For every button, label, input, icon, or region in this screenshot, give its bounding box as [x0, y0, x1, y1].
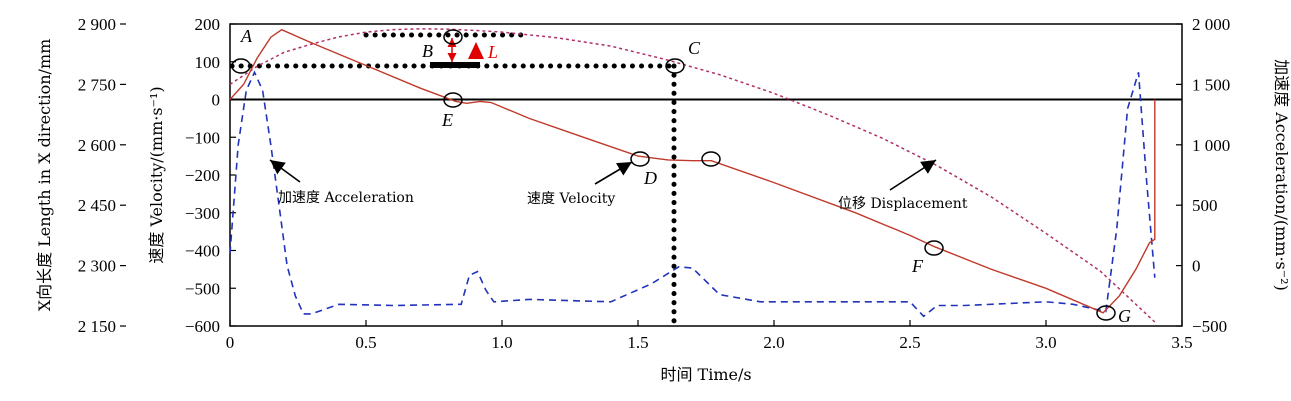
length-tick-label: 2 900: [78, 15, 116, 34]
arrow-velocity: [594, 161, 633, 185]
acceleration-tick-label: 0: [1192, 257, 1201, 276]
acceleration-tick-label: −500: [1192, 317, 1227, 336]
point-label-d: D: [643, 168, 657, 188]
velocity-tick-label: −200: [185, 166, 220, 185]
annotation-displacement: 位移 Displacement: [838, 196, 968, 212]
l-triangle: [468, 42, 484, 59]
acceleration-axis-title: 加速度 Acceleration/(mm·s⁻²): [1272, 59, 1291, 291]
length-tick-label: 2 150: [78, 317, 116, 336]
velocity-tick-label: −100: [185, 128, 220, 147]
point-label-a: A: [240, 26, 253, 46]
x-axis-title: 时间 Time/s: [660, 365, 751, 384]
x-tick-label: 0.5: [355, 333, 376, 352]
point-e-circle: [443, 92, 463, 108]
x-tick-label: 1.0: [491, 333, 512, 352]
point-a-circle: [231, 58, 251, 74]
velocity-tick-label: −600: [185, 317, 220, 336]
length-tick-label: 2 300: [78, 257, 116, 276]
point-d2-circle: [701, 151, 721, 167]
point-label-l: L: [487, 42, 498, 62]
x-tick-label: 1.5: [627, 333, 648, 352]
point-label-f: F: [911, 256, 924, 276]
acceleration-tick-label: 2 000: [1192, 15, 1230, 34]
point-d-circle: [630, 151, 650, 167]
annotation-velocity: 速度 Velocity: [527, 191, 615, 207]
acceleration-tick-label: 1 000: [1192, 136, 1230, 155]
velocity-tick-label: 100: [195, 53, 221, 72]
velocity-axis-ticks: −600 −500 −400 −300 −200 −100 0 100 200: [185, 15, 236, 336]
velocity-tick-label: 0: [212, 91, 221, 110]
acceleration-tick-label: 500: [1192, 196, 1218, 215]
point-f-circle: [924, 240, 944, 256]
point-top-circle: [443, 29, 463, 45]
velocity-tick-label: 200: [195, 15, 221, 34]
velocity-axis-title: 速度 Velocity/(mm·s⁻¹): [147, 86, 166, 263]
acceleration-axis-ticks: −500 0 500 1 000 1 500 2 000: [1176, 15, 1230, 336]
point-label-c: C: [688, 38, 701, 58]
x-tick-label: 0: [226, 333, 235, 352]
arrow-displacement: [889, 159, 937, 191]
x-tick-label: 2.0: [763, 333, 784, 352]
point-label-e: E: [441, 110, 453, 130]
series-velocity-line: [229, 28, 1156, 314]
series-acceleration-line: [229, 70, 1156, 318]
length-tick-label: 2 600: [78, 136, 116, 155]
arrow-acceleration: [269, 159, 301, 183]
series-displacement-line: [229, 28, 1156, 323]
point-label-b: B: [422, 41, 433, 61]
x-tick-label: 3.0: [1035, 333, 1056, 352]
x-tick-label: 3.5: [1171, 333, 1192, 352]
x-axis-ticks: 0 0.5 1.0 1.5 2.0 2.5 3.0 3.5: [226, 320, 1193, 352]
point-g-circle: [1096, 305, 1116, 321]
point-c-circle: [665, 58, 685, 74]
length-axis-ticks: 2 150 2 300 2 450 2 600 2 750 2 900: [78, 15, 126, 336]
annotation-acceleration: 加速度 Acceleration: [278, 190, 414, 206]
velocity-tick-label: −500: [185, 279, 220, 298]
point-label-g: G: [1118, 306, 1131, 326]
length-axis-title: X向长度 Length in X direction/mm: [35, 39, 54, 312]
velocity-tick-label: −300: [185, 204, 220, 223]
acceleration-tick-label: 1 500: [1192, 75, 1230, 94]
x-tick-label: 2.5: [899, 333, 920, 352]
velocity-tick-label: −400: [185, 242, 220, 261]
length-tick-label: 2 750: [78, 75, 116, 94]
length-tick-label: 2 450: [78, 196, 116, 215]
